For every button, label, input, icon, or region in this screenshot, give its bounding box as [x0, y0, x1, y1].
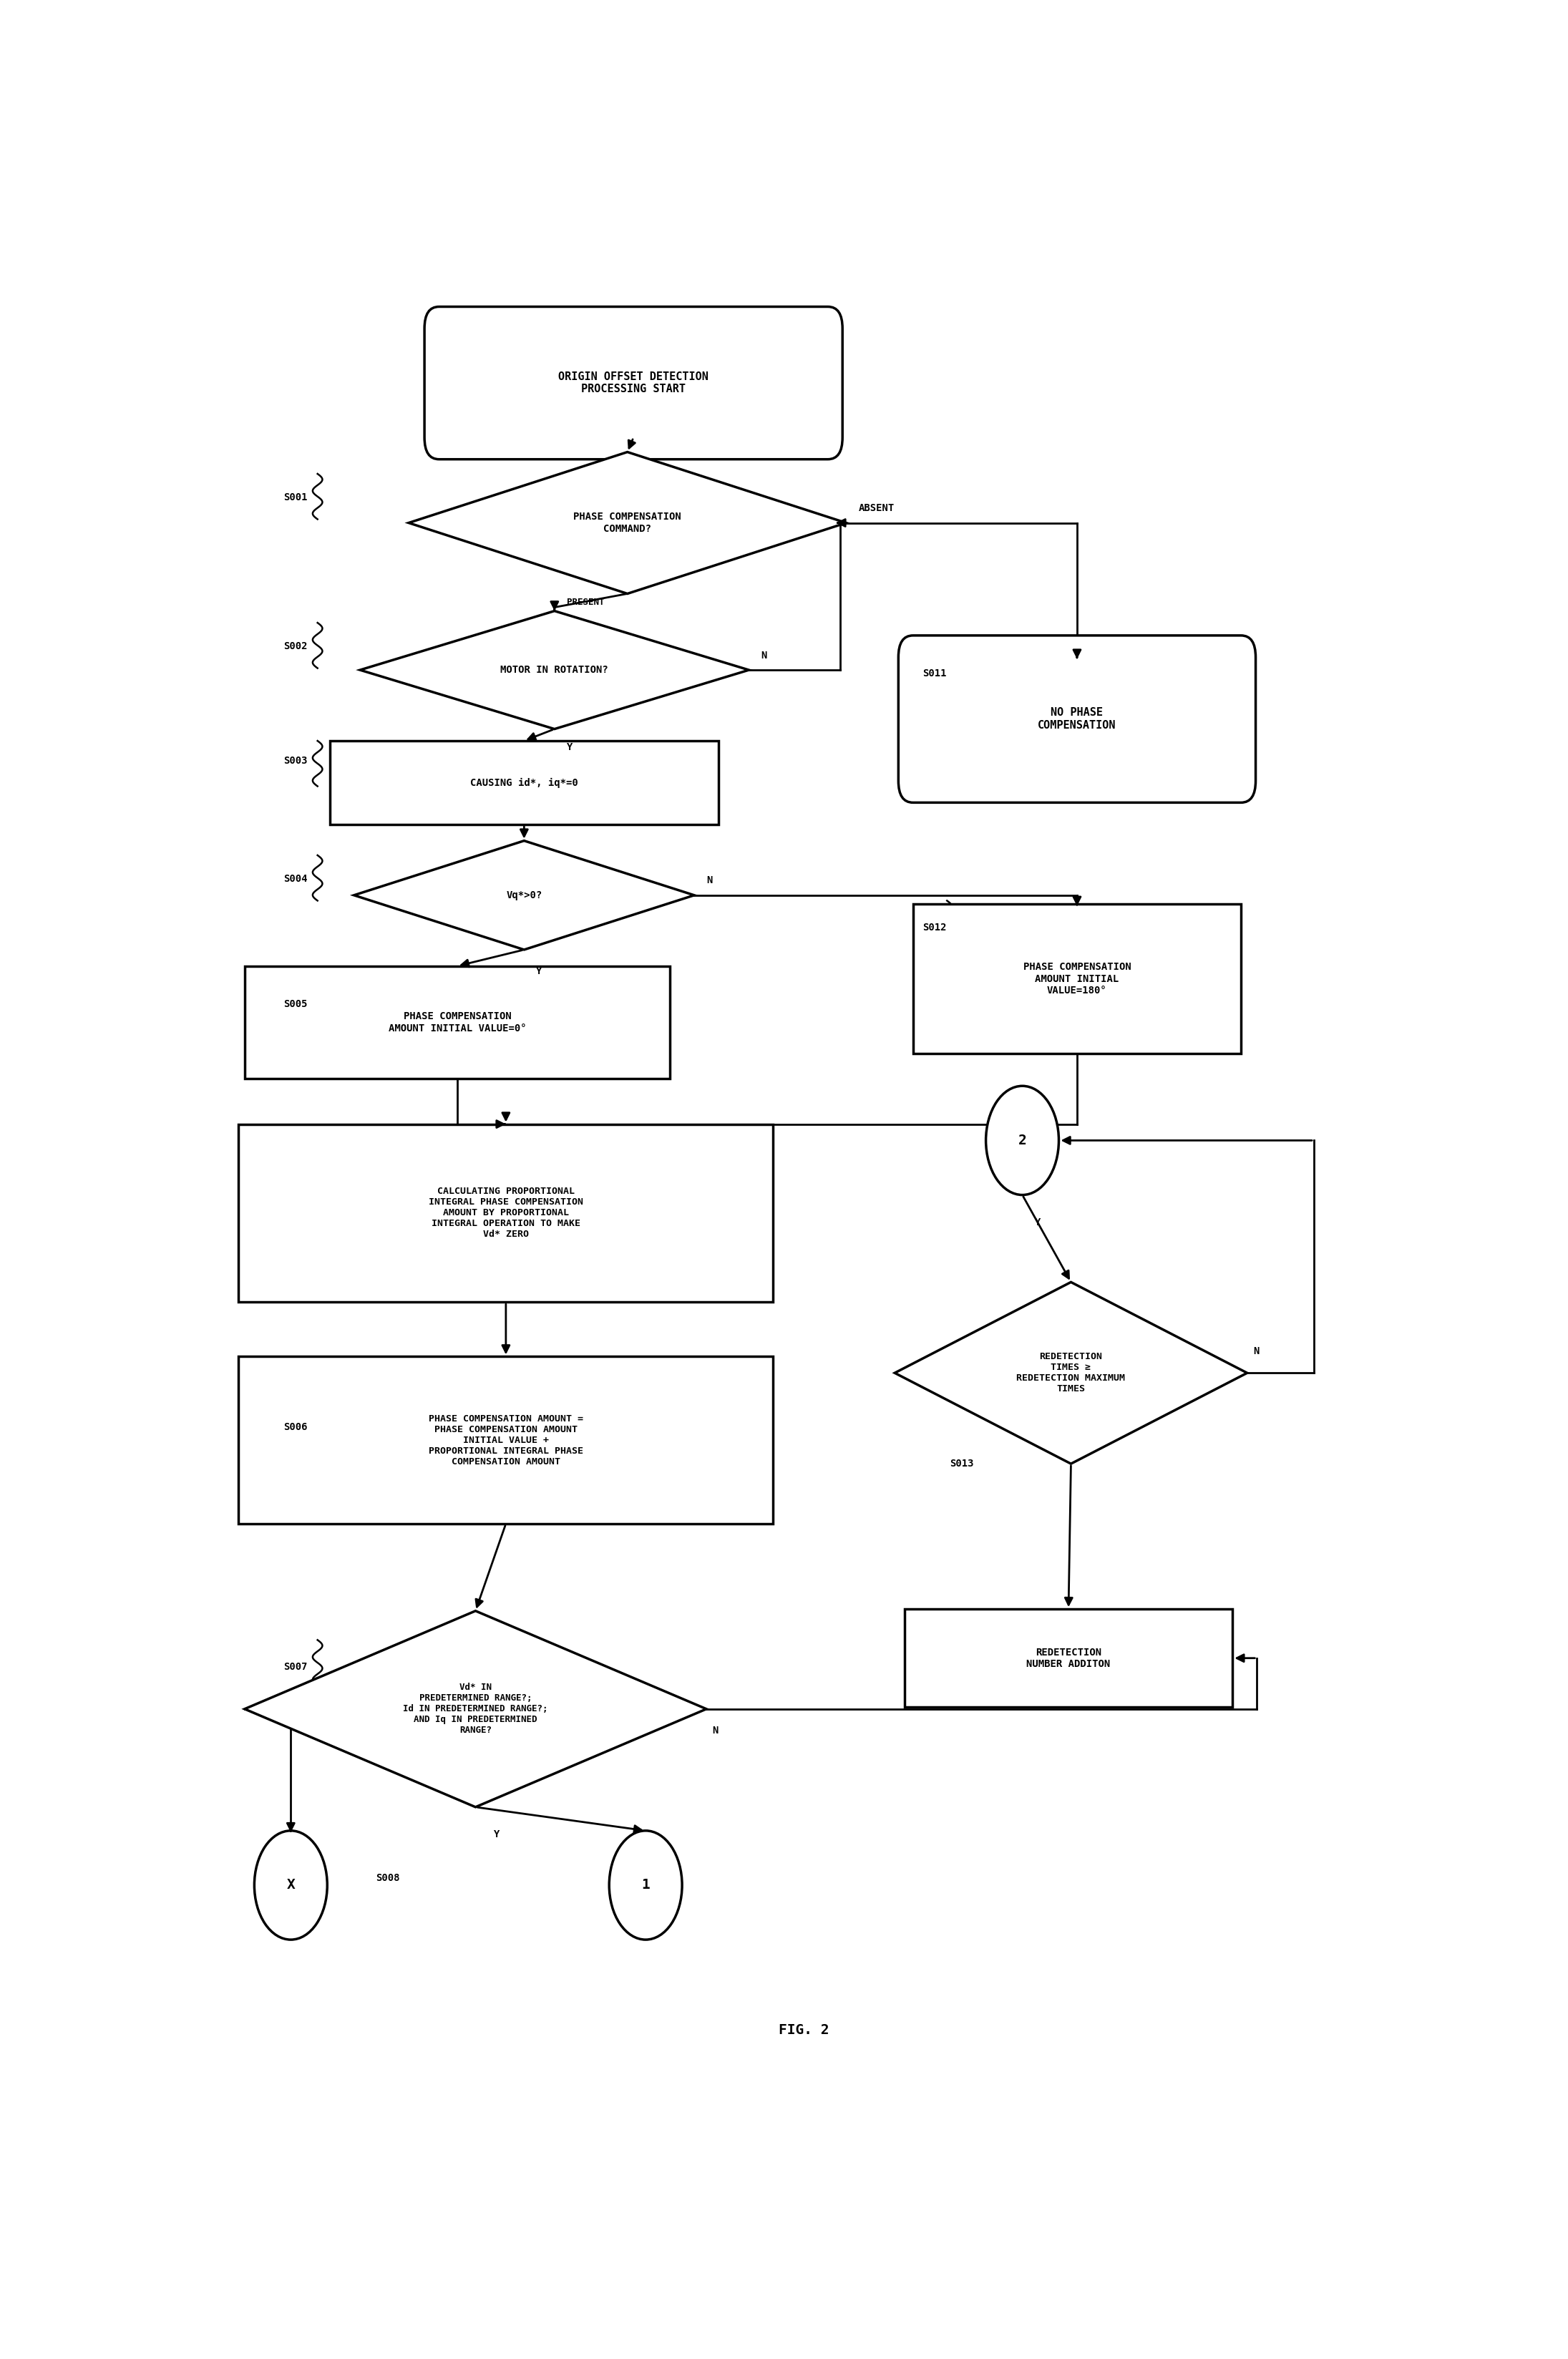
Text: REDETECTION
TIMES ≥
REDETECTION MAXIMUM
TIMES: REDETECTION TIMES ≥ REDETECTION MAXIMUM …	[1016, 1352, 1126, 1394]
Text: N: N	[706, 875, 712, 885]
Text: REDETECTION
NUMBER ADDITON: REDETECTION NUMBER ADDITON	[1027, 1647, 1110, 1668]
Text: S013: S013	[949, 1458, 974, 1470]
Text: N: N	[712, 1727, 718, 1736]
Bar	[905, 1609, 1232, 1708]
Text: S002: S002	[284, 642, 307, 651]
Text: S012: S012	[922, 922, 947, 932]
Text: Y: Y	[494, 1828, 500, 1840]
Circle shape	[254, 1831, 328, 1939]
Polygon shape	[354, 840, 695, 951]
FancyBboxPatch shape	[425, 307, 842, 460]
Text: Vd* IN
PREDETERMINED RANGE?;
Id IN PREDETERMINED RANGE?;
AND Iq IN PREDETERMINED: Vd* IN PREDETERMINED RANGE?; Id IN PREDE…	[403, 1682, 547, 1736]
Polygon shape	[361, 611, 750, 729]
Polygon shape	[409, 453, 847, 594]
Text: S003: S003	[284, 755, 307, 767]
Text: S011: S011	[922, 668, 947, 679]
Text: 1: 1	[641, 1878, 649, 1892]
Text: PHASE COMPENSATION AMOUNT =
PHASE COMPENSATION AMOUNT
INITIAL VALUE +
PROPORTION: PHASE COMPENSATION AMOUNT = PHASE COMPEN…	[428, 1413, 583, 1467]
Text: X: X	[287, 1878, 295, 1892]
Text: ORIGIN OFFSET DETECTION
PROCESSING START: ORIGIN OFFSET DETECTION PROCESSING START	[558, 370, 709, 394]
Text: S007: S007	[284, 1663, 307, 1673]
Text: PHASE COMPENSATION
COMMAND?: PHASE COMPENSATION COMMAND?	[574, 512, 682, 533]
Text: S001: S001	[284, 493, 307, 502]
Text: Y: Y	[536, 967, 543, 977]
Text: CALCULATING PROPORTIONAL
INTEGRAL PHASE COMPENSATION
AMOUNT BY PROPORTIONAL
INTE: CALCULATING PROPORTIONAL INTEGRAL PHASE …	[428, 1187, 583, 1238]
Bar	[913, 903, 1242, 1052]
Polygon shape	[245, 1611, 706, 1807]
Text: NO PHASE
COMPENSATION: NO PHASE COMPENSATION	[1038, 708, 1116, 731]
Bar	[329, 741, 718, 823]
Text: CAUSING id*, iq*=0: CAUSING id*, iq*=0	[470, 778, 579, 788]
Text: S005: S005	[284, 1000, 307, 1010]
Text: Y: Y	[1035, 1217, 1041, 1227]
Bar	[245, 967, 670, 1078]
Text: Y: Y	[566, 743, 572, 753]
Circle shape	[986, 1085, 1058, 1196]
Text: S006: S006	[284, 1422, 307, 1432]
Circle shape	[608, 1831, 682, 1939]
Text: PRESENT: PRESENT	[566, 597, 604, 606]
Text: PHASE COMPENSATION
AMOUNT INITIAL VALUE=0°: PHASE COMPENSATION AMOUNT INITIAL VALUE=…	[389, 1012, 527, 1033]
Text: 2: 2	[1018, 1135, 1027, 1146]
Bar	[238, 1125, 773, 1302]
Text: FIG. 2: FIG. 2	[778, 2024, 829, 2038]
Text: S004: S004	[284, 873, 307, 885]
FancyBboxPatch shape	[898, 635, 1256, 802]
Text: PHASE COMPENSATION
AMOUNT INITIAL
VALUE=180°: PHASE COMPENSATION AMOUNT INITIAL VALUE=…	[1022, 962, 1131, 995]
Text: N: N	[1253, 1347, 1259, 1356]
Text: MOTOR IN ROTATION?: MOTOR IN ROTATION?	[500, 665, 608, 675]
Bar	[238, 1356, 773, 1524]
Text: ABSENT: ABSENT	[858, 502, 894, 514]
Polygon shape	[895, 1283, 1247, 1463]
Text: Vq*>0?: Vq*>0?	[506, 889, 543, 901]
Text: S008: S008	[376, 1873, 400, 1882]
Text: N: N	[760, 651, 767, 661]
